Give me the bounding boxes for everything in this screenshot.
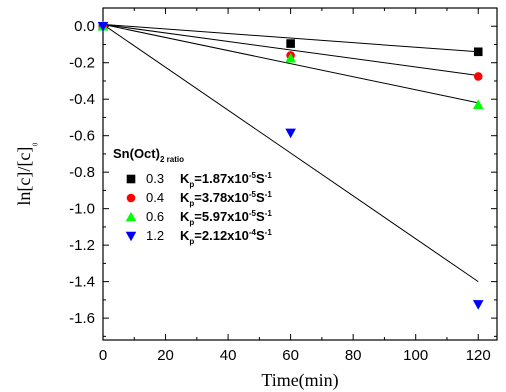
fit-line-0-3 — [102, 23, 479, 53]
data-point-0-3 — [473, 47, 483, 57]
legend-ratio: 0.6 — [146, 209, 164, 224]
legend-marker-0-4 — [126, 193, 136, 203]
x-tick-label: 40 — [220, 347, 237, 364]
data-point-1-2 — [97, 21, 109, 32]
y-tick-label: -1.0 — [69, 201, 95, 218]
legend-ratio: 0.3 — [146, 171, 164, 186]
y-axis-label: ln[c]/[c]₀ — [14, 142, 38, 205]
data-point-0-4 — [473, 72, 483, 81]
y-tick-label: -0.8 — [69, 164, 95, 181]
x-axis-label: Time(min) — [261, 370, 338, 391]
data-point-0-6 — [285, 52, 296, 63]
y-tick-label: 0.0 — [74, 18, 95, 35]
axis-ticks: 0 20 40 60 80 100 120 0.0 -0.2 -0.4 -0.6 -0.8 -1.0 -1… — [69, 8, 497, 364]
y-tick-label: -1.2 — [69, 237, 95, 254]
legend-rate-constant: Kp=1.87x10-5S-1 — [180, 171, 272, 189]
legend-rate-constant: Kp=3.78x10-5S-1 — [180, 190, 272, 208]
data-point-1-2 — [472, 300, 484, 310]
plot-frame — [102, 7, 498, 341]
legend-marker-1-2 — [125, 231, 137, 242]
y-tick-label: -0.2 — [69, 55, 95, 72]
data-point-0-6 — [472, 99, 484, 109]
fit-lines — [102, 23, 479, 283]
x-tick-label: 100 — [403, 347, 428, 364]
y-tick-label: -0.4 — [69, 91, 95, 108]
data-point-1-2 — [285, 128, 296, 139]
y-tick-label: -0.6 — [69, 128, 95, 145]
x-tick-label: 0 — [99, 347, 107, 364]
fit-line-1-2 — [102, 24, 479, 283]
x-tick-label: 120 — [466, 347, 491, 364]
legend-ratio: 0.4 — [146, 190, 164, 205]
legend-title: Sn(Oct)2 ratio — [113, 146, 184, 164]
fit-line-0-6 — [102, 23, 479, 104]
x-tick-label: 20 — [157, 347, 174, 364]
fit-line-0-4 — [102, 23, 479, 76]
data-points — [97, 20, 484, 310]
legend-rate-constant: Kp=5.97x10-5S-1 — [180, 209, 272, 227]
legend-rate-constant: Kp=2.12x10-4S-1 — [180, 228, 272, 246]
legend-marker-0-6 — [125, 211, 137, 222]
legend-marker-0-3 — [126, 174, 136, 184]
y-tick-label: -1.6 — [69, 310, 95, 327]
y-tick-label: -1.4 — [69, 274, 95, 291]
legend-ratio: 1.2 — [146, 228, 164, 243]
x-tick-label: 60 — [282, 347, 299, 364]
data-point-0-3 — [286, 39, 295, 48]
legend: Sn(Oct)2 ratio 0.3 Kp=1.87x10-5S-1 0.4 Kp=3.… — [113, 146, 272, 246]
x-tick-label: 80 — [345, 347, 362, 364]
